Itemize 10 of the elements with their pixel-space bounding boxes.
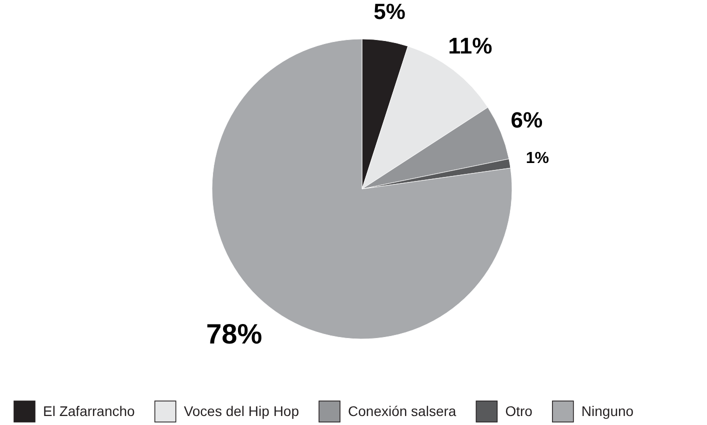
data-label: 78% [206,318,262,350]
legend-label: Ninguno [581,403,634,419]
data-label: 6% [510,107,544,132]
data-label: 11% [448,32,492,59]
legend-label: Voces del Hip Hop [184,403,300,419]
data-label: 5% [374,0,406,24]
legend-label: El Zafarrancho [43,403,136,419]
legend-label: Conexión salsera [348,403,456,419]
legend-label: Otro [505,403,533,419]
data-label: 1% [526,150,549,167]
